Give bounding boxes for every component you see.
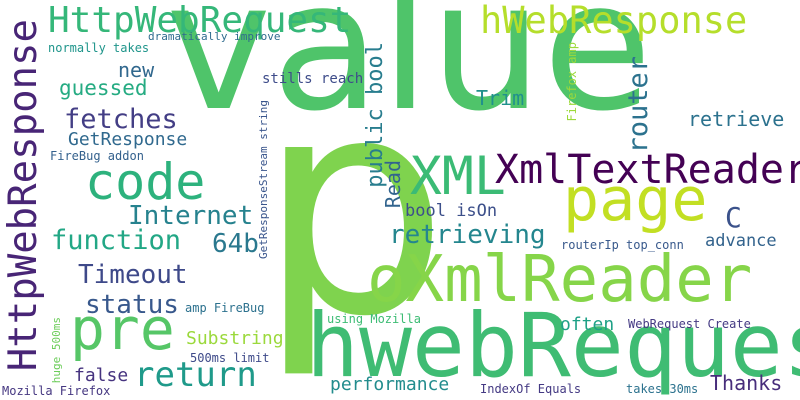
word-getresponsestream-string: GetResponseStream string [257,100,270,259]
word-stills-reach: stills reach [262,71,364,87]
word-routerip-top-conn: routerIp top_conn [561,238,684,252]
word-normally-takes: normally takes [48,41,150,55]
word-pre: pre [70,295,175,363]
word-retrieving: retrieving [389,220,546,250]
word-thanks: Thanks [710,371,783,395]
word-bool-ison: bool isOn [405,201,498,221]
word-hwebresponse: hWebResponse [480,0,748,42]
word-status: status [85,290,179,320]
word-firebug-addon: FireBug addon [50,149,144,163]
word-retrieve: retrieve [688,107,785,131]
word-amp-firebug: amp FireBug [185,301,265,315]
word-guessed: guessed [59,76,148,100]
word-read: Read [381,160,405,209]
word-performance: performance [330,374,450,395]
word-trim: Trim [476,86,525,110]
word-firefox-amp: Firefox amp [565,42,579,122]
word-new: new [118,58,155,82]
word-code: code [85,153,206,211]
word-fetches: fetches [64,104,178,135]
word-function: function [51,225,182,256]
word-hwebrequest: hwebRequest [306,294,800,397]
word-router: router [623,56,654,154]
word-indexof-equals: IndexOf Equals [480,382,582,396]
word-getresponse: GetResponse [68,129,188,150]
word-500ms-limit: 500ms limit [190,351,270,365]
word-page: page [563,165,708,235]
word-httpwebrequest: HttpWebRequest [48,0,352,41]
word-p: p [258,33,449,382]
word-advance: advance [705,231,777,251]
word-oxmlreader: oXmlReader [367,243,753,317]
word-return: return [134,355,257,395]
word-value: value [166,0,653,150]
word-huge-500ms: huge 500ms [50,317,63,384]
word-64b: 64b [212,229,259,259]
word-xml: XML [410,146,506,207]
word-mozilla-firefox: Mozilla Firefox [2,384,111,398]
word-c: C [725,201,742,234]
word-webrequest-create: WebRequest Create [628,317,751,331]
word-substring: Substring [186,328,284,349]
word-internet: Internet [128,201,254,231]
word-often: often [560,314,615,335]
word-timeout: Timeout [78,260,188,290]
word-takes-30ms: takes 30ms [626,382,699,396]
word-dramatically-improve: dramatically improve [148,30,281,43]
word-xmltextreader: XmlTextReader [495,147,800,193]
word-using-mozilla: using Mozilla [327,312,421,326]
word-false: false [74,365,129,386]
word-httpwebresponse: HttpWebResponse [1,19,46,372]
